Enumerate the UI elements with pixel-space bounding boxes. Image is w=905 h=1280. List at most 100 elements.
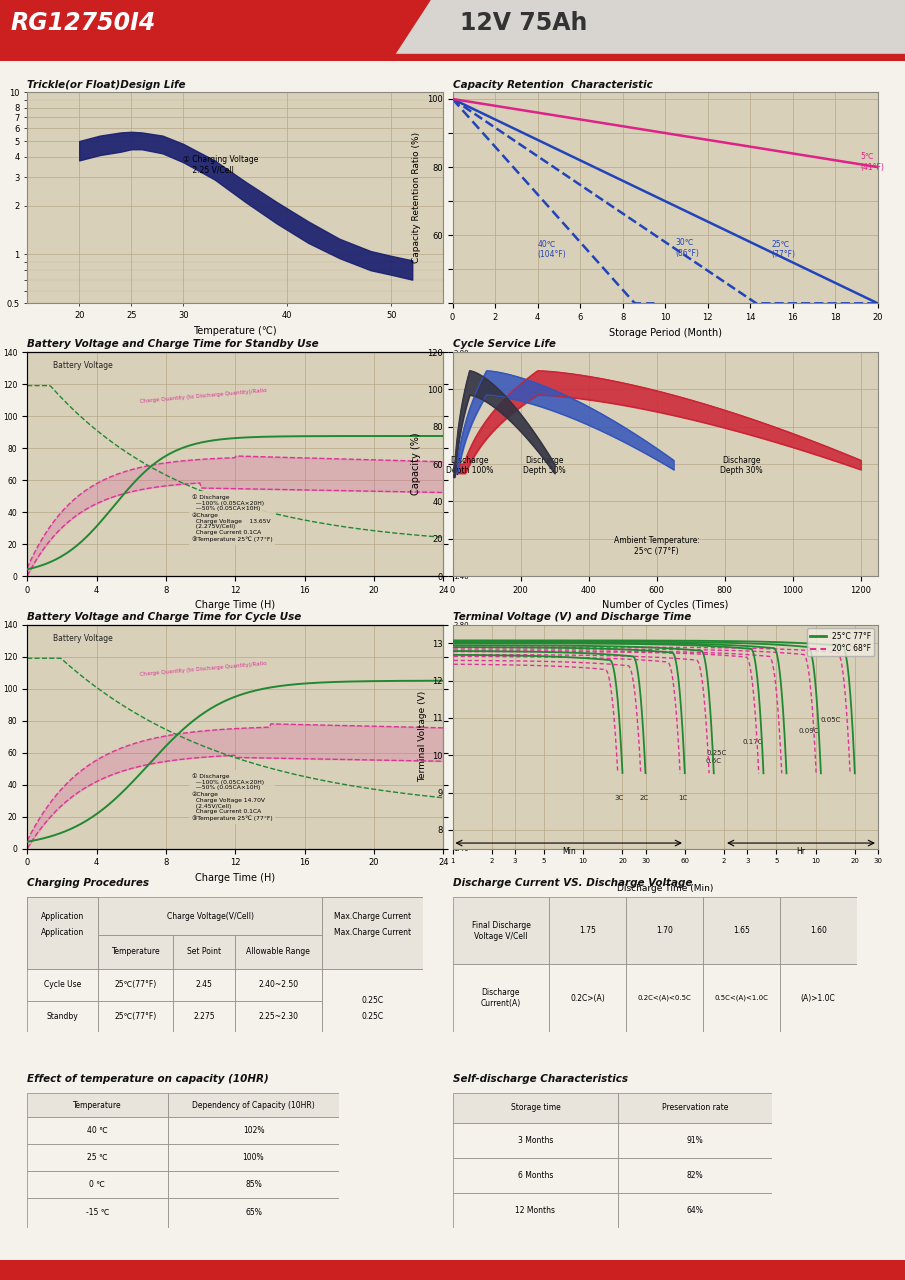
Bar <box>780 897 856 965</box>
Text: Hr: Hr <box>796 847 805 856</box>
Text: Storage time: Storage time <box>510 1103 560 1112</box>
Bar <box>99 897 322 934</box>
Bar <box>452 1193 618 1228</box>
Bar <box>452 1093 618 1123</box>
Text: Dependency of Capacity (10HR): Dependency of Capacity (10HR) <box>192 1101 315 1110</box>
Text: 5℃
(41°F): 5℃ (41°F) <box>861 152 885 172</box>
Text: 40 ℃: 40 ℃ <box>87 1126 108 1135</box>
Bar <box>780 965 856 1032</box>
Text: ① Discharge
  —100% (0.05CA×20H)
  —50% (0.05CA×10H)
②Charge
  Charge Voltage 14: ① Discharge —100% (0.05CA×20H) —50% (0.0… <box>192 773 272 820</box>
Text: 0.2C>(A): 0.2C>(A) <box>570 993 605 1002</box>
Text: 3 Months: 3 Months <box>518 1135 553 1144</box>
Legend: 25°C 77°F, 20°C 68°F: 25°C 77°F, 20°C 68°F <box>807 628 874 657</box>
Text: Discharge Current VS. Discharge Voltage: Discharge Current VS. Discharge Voltage <box>452 878 692 888</box>
Bar <box>99 934 174 969</box>
Text: Discharge
Current(A): Discharge Current(A) <box>481 988 521 1007</box>
Text: (A)>1.0C: (A)>1.0C <box>801 993 835 1002</box>
Y-axis label: Capacity (%): Capacity (%) <box>412 433 422 495</box>
Text: RG12750I4: RG12750I4 <box>10 12 156 36</box>
Text: 102%: 102% <box>243 1126 264 1135</box>
Bar <box>167 1117 339 1144</box>
Bar <box>322 897 423 934</box>
Bar <box>167 1198 339 1228</box>
Bar <box>27 1093 167 1117</box>
X-axis label: Charge Time (H): Charge Time (H) <box>195 600 275 611</box>
Text: Charge Quantity (to Discharge Quantity)/Ratio: Charge Quantity (to Discharge Quantity)/… <box>140 388 268 404</box>
Text: Cycle Use: Cycle Use <box>44 980 81 989</box>
Bar <box>322 969 423 1001</box>
Text: Cycle Service Life: Cycle Service Life <box>452 339 556 349</box>
Bar <box>174 1001 234 1032</box>
Bar <box>27 1171 167 1198</box>
Text: Temperature: Temperature <box>111 947 160 956</box>
Bar <box>27 897 99 934</box>
Bar <box>703 897 780 965</box>
X-axis label: Discharge Time (Min): Discharge Time (Min) <box>617 883 713 893</box>
Text: 2.275: 2.275 <box>194 1011 215 1020</box>
Text: 0.09C: 0.09C <box>798 728 819 733</box>
Text: 25 ℃: 25 ℃ <box>87 1153 108 1162</box>
X-axis label: Number of Cycles (Times): Number of Cycles (Times) <box>602 600 729 611</box>
Bar <box>322 969 423 1032</box>
X-axis label: Temperature (℃): Temperature (℃) <box>194 325 277 335</box>
Text: 0 ℃: 0 ℃ <box>90 1180 105 1189</box>
Bar <box>27 934 99 969</box>
Bar <box>27 1198 167 1228</box>
Text: 0.6C: 0.6C <box>706 758 722 764</box>
Text: 12 Months: 12 Months <box>516 1206 556 1215</box>
Bar <box>167 1171 339 1198</box>
Bar <box>234 934 322 969</box>
Bar <box>27 897 99 969</box>
Text: 1.60: 1.60 <box>810 927 826 936</box>
Bar <box>618 1157 771 1193</box>
Text: -15 ℃: -15 ℃ <box>86 1208 110 1217</box>
Text: Trickle(or Float)Design Life: Trickle(or Float)Design Life <box>27 79 186 90</box>
Text: 0.25C: 0.25C <box>707 750 727 756</box>
Text: 1.75: 1.75 <box>579 927 596 936</box>
Bar <box>322 897 423 969</box>
Text: Charge Quantity (to Discharge Quantity)/Ratio: Charge Quantity (to Discharge Quantity)/… <box>140 660 268 677</box>
Text: Allowable Range: Allowable Range <box>246 947 310 956</box>
Bar <box>234 969 322 1001</box>
Bar <box>99 1001 174 1032</box>
Text: ① Discharge
  —100% (0.05CA×20H)
  —50% (0.05CA×10H)
②Charge
  Charge Voltage   : ① Discharge —100% (0.05CA×20H) —50% (0.0… <box>192 494 272 541</box>
Bar <box>452 897 549 965</box>
Text: 12V 75Ah: 12V 75Ah <box>460 12 587 36</box>
Text: 0.05C: 0.05C <box>821 717 842 723</box>
Bar <box>452 1157 618 1193</box>
Text: Charging Procedures: Charging Procedures <box>27 878 149 888</box>
Text: 91%: 91% <box>687 1135 703 1144</box>
Text: Battery Voltage and Charge Time for Cycle Use: Battery Voltage and Charge Time for Cycl… <box>27 612 301 622</box>
Text: 82%: 82% <box>687 1171 703 1180</box>
Bar <box>234 1001 322 1032</box>
Text: 2.40~2.50: 2.40~2.50 <box>258 980 299 989</box>
Y-axis label: Battery Voltage (V)/Per Cell: Battery Voltage (V)/Per Cell <box>472 411 481 517</box>
Text: Max.Charge Current: Max.Charge Current <box>334 911 411 920</box>
X-axis label: Charge Time (H): Charge Time (H) <box>195 873 275 883</box>
Text: Max.Charge Current: Max.Charge Current <box>334 928 411 937</box>
Text: 0.17C: 0.17C <box>742 739 763 745</box>
Y-axis label: Capacity Retention Ratio (%): Capacity Retention Ratio (%) <box>413 132 422 264</box>
Bar <box>167 1144 339 1171</box>
Bar <box>703 965 780 1032</box>
Text: Temperature: Temperature <box>73 1101 121 1110</box>
Bar <box>322 1001 423 1032</box>
Text: Discharge
Depth 30%: Discharge Depth 30% <box>720 456 763 475</box>
Text: 64%: 64% <box>687 1206 703 1215</box>
Text: 1.70: 1.70 <box>656 927 673 936</box>
Text: Battery Voltage: Battery Voltage <box>53 361 113 370</box>
Text: Application: Application <box>41 928 84 937</box>
Polygon shape <box>0 0 430 61</box>
Text: 2C: 2C <box>640 795 649 801</box>
Text: Battery Voltage and Charge Time for Standby Use: Battery Voltage and Charge Time for Stan… <box>27 339 319 349</box>
X-axis label: Storage Period (Month): Storage Period (Month) <box>609 328 721 338</box>
Text: Min: Min <box>562 847 576 856</box>
Bar <box>626 965 703 1032</box>
Text: Set Point: Set Point <box>187 947 221 956</box>
Text: 0.2C<(A)<0.5C: 0.2C<(A)<0.5C <box>638 995 691 1001</box>
Text: 0.5C<(A)<1.0C: 0.5C<(A)<1.0C <box>714 995 768 1001</box>
Bar <box>27 969 99 1001</box>
Bar <box>99 969 174 1001</box>
Bar <box>452 1123 618 1157</box>
Y-axis label: Battery Voltage (V)/Per Cell: Battery Voltage (V)/Per Cell <box>472 684 481 790</box>
